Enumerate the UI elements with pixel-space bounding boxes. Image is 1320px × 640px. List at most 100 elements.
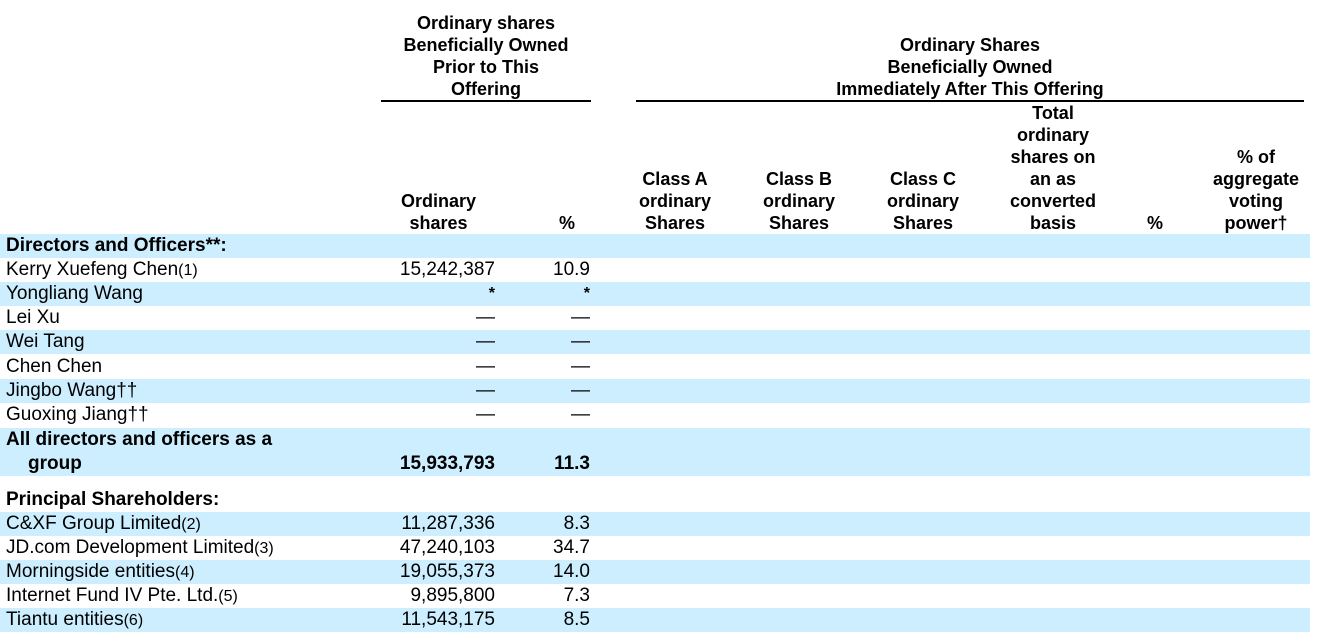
holder-name: Tiantu entities(6) [6,608,143,633]
footnote-ref: (6) [123,612,144,629]
header-after-line: Immediately After This Offering [836,79,1104,99]
group-total-shares: 15,933,793 [399,453,495,474]
col-pct-prior-label: % [558,213,575,233]
holder-name: C&XF Group Limited(2) [6,512,201,537]
holder-name-text: Kerry Xuefeng Chen [6,259,179,280]
col-class-a-line: Class A [642,169,708,189]
col-class-a-line: ordinary [638,191,712,211]
pct-value: — [571,331,590,352]
table-row: Yongliang Wang * * [0,282,1310,306]
shares-value: — [476,307,495,328]
col-total-line: Total [1032,103,1074,123]
holder-name-text: Internet Fund IV Pte. Ltd. [6,585,219,606]
col-class-b-line: Shares [768,213,830,233]
group-total-pct: 11.3 [554,453,590,474]
col-total-line: an as [1029,169,1077,189]
table-row: Morningside entities(4) 19,055,373 14.0 [0,560,1310,584]
pct-value: 7.3 [563,585,590,606]
section-principal-row: Principal Shareholders: [0,488,1310,512]
col-class-a-line: Shares [644,213,706,233]
col-ordinary-shares-line: Ordinary [400,191,477,211]
pct-value: 34.7 [553,537,590,558]
table-row: C&XF Group Limited(2) 11,287,336 8.3 [0,512,1310,536]
pct-value: * [583,285,590,302]
shares-value: 19,055,373 [399,561,495,582]
table-row: Internet Fund IV Pte. Ltd.(5) 9,895,800 … [0,584,1310,608]
footnote-ref: (2) [181,516,201,533]
holder-name-text: JD.com Development Limited [6,537,255,558]
col-class-a: Class A ordinary Shares [636,168,714,236]
table-row: Lei Xu — — [0,306,1310,330]
pct-value: — [571,404,590,425]
section-title: Directors and Officers**: [6,235,227,256]
table-row: Chen Chen — — [0,355,1310,379]
col-class-b-line: Class B [765,169,833,189]
col-voting-power: % of aggregate voting power† [1208,146,1304,236]
col-ordinary-shares: Ordinary shares [381,190,496,236]
pct-value: 8.5 [563,609,590,630]
holder-name-text: Morningside entities [6,561,175,582]
col-ordinary-shares-line: shares [409,213,468,233]
col-voting-line: voting [1229,191,1283,211]
pct-value: — [571,307,590,328]
footnote-ref: (1) [178,262,198,279]
header-prior-line: Beneficially Owned [403,35,569,55]
footnote-ref: (5) [218,588,238,605]
shares-value: 9,895,800 [410,585,495,606]
holder-name: Guoxing Jiang†† [6,404,149,425]
header-after-line: Ordinary Shares [899,35,1041,55]
shares-value: * [488,285,495,302]
holder-name: Kerry Xuefeng Chen(1) [6,258,198,283]
col-class-b: Class B ordinary Shares [760,168,838,236]
col-class-c: Class C ordinary Shares [884,168,962,236]
holder-name: Internet Fund IV Pte. Ltd.(5) [6,584,238,609]
table-row: Tiantu entities(6) 11,543,175 8.5 [0,608,1310,632]
holder-name: Morningside entities(4) [6,560,195,585]
col-pct-after: % [1142,212,1168,236]
pct-value: — [571,380,590,401]
holder-name-text: Tiantu entities [6,609,124,630]
header-prior-rule [381,100,591,102]
holder-name: JD.com Development Limited(3) [6,536,274,561]
holder-name: Wei Tang [6,331,85,352]
holder-name: Yongliang Wang [6,283,143,304]
section-title: Principal Shareholders: [6,489,220,510]
section-directors-row: Directors and Officers**: [0,234,1310,258]
header-after-offering: Ordinary Shares Beneficially Owned Immed… [636,34,1304,100]
pct-value: — [571,356,590,377]
holder-name: Jingbo Wang†† [6,380,138,401]
table-row: Jingbo Wang†† — — [0,379,1310,403]
table-row: Wei Tang — — [0,330,1310,354]
col-pct-prior: % [543,212,591,236]
shares-value: — [476,356,495,377]
header-prior-line: Ordinary shares [416,13,556,33]
col-class-c-line: Class C [889,169,957,189]
holder-name: Chen Chen [6,356,103,377]
col-total-line: converted [1009,191,1097,211]
shares-value: — [476,404,495,425]
footnote-ref: (4) [174,564,195,581]
pct-value: 10.9 [553,259,590,280]
col-total-line: basis [1029,213,1077,233]
table-row: Kerry Xuefeng Chen(1) 15,242,387 10.9 [0,258,1310,282]
col-class-c-line: Shares [892,213,954,233]
shares-value: 15,242,387 [399,259,495,280]
group-total-row: All directors and officers as a group 15… [0,428,1310,476]
table-row: JD.com Development Limited(3) 47,240,103… [0,536,1310,560]
pct-value: 8.3 [563,513,590,534]
header-prior-line: Offering [451,79,521,99]
header-after-line: Beneficially Owned [887,57,1053,77]
group-total-label-1: All directors and officers as a [6,429,273,450]
shares-value: 11,287,336 [401,513,495,534]
col-voting-line: % of [1237,147,1275,167]
group-total-label-2: group [28,453,82,474]
col-total-line: ordinary [1016,125,1090,145]
pct-value: 14.0 [553,561,590,582]
footnote-ref: (3) [254,540,274,557]
col-voting-line: aggregate [1212,169,1300,189]
col-pct-after-label: % [1146,213,1163,233]
table-row: Guoxing Jiang†† — — [0,403,1310,427]
shares-value: 11,543,175 [401,609,495,630]
header-prior-line: Prior to This [432,57,539,77]
shares-value: — [476,331,495,352]
